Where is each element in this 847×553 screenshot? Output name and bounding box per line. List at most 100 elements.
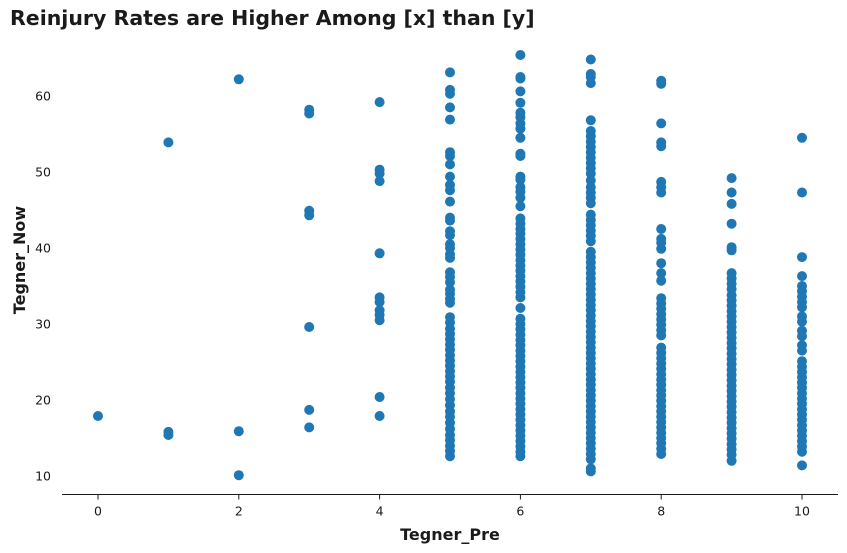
- y-tick-label: 30: [35, 317, 51, 332]
- x-tick-label: 8: [657, 504, 665, 519]
- data-point: [585, 454, 596, 465]
- x-axis-ticks: 0 2 4 6 8 10: [94, 494, 810, 519]
- data-point: [515, 192, 526, 203]
- data-point: [374, 392, 385, 402]
- data-point: [445, 196, 455, 207]
- data-point: [726, 455, 737, 466]
- data-point: [304, 322, 315, 332]
- data-point: [797, 316, 807, 327]
- data-point: [374, 248, 385, 259]
- data-point: [515, 97, 526, 108]
- data-point: [304, 422, 315, 433]
- chart-title: Reinjury Rates are Higher Among [x] than…: [10, 6, 535, 30]
- data-point: [726, 187, 737, 198]
- data-point: [515, 201, 526, 212]
- x-tick-label: 6: [516, 504, 524, 519]
- data-point: [656, 268, 667, 279]
- data-point: [585, 466, 596, 477]
- data-point: [445, 88, 455, 99]
- data-point: [515, 73, 526, 84]
- x-tick-label: 2: [235, 504, 243, 519]
- data-point: [445, 297, 455, 308]
- data-point: [445, 230, 455, 241]
- data-point: [656, 243, 667, 254]
- data-point: [585, 198, 596, 209]
- data-point: [656, 224, 667, 234]
- data-point: [93, 411, 103, 421]
- x-tick-label: 10: [794, 504, 810, 519]
- data-point: [656, 449, 667, 459]
- data-point: [515, 86, 526, 97]
- x-tick-label: 0: [94, 504, 102, 519]
- data-point: [585, 236, 596, 247]
- data-point: [656, 275, 667, 286]
- data-point: [726, 198, 737, 209]
- data-point: [515, 132, 526, 143]
- data-point: [445, 185, 455, 196]
- data-point: [374, 411, 385, 421]
- data-point: [374, 297, 385, 307]
- data-point: [656, 118, 667, 129]
- data-point: [445, 151, 455, 161]
- data-point: [797, 302, 807, 313]
- y-tick-label: 40: [35, 241, 51, 256]
- data-point: [445, 277, 455, 288]
- data-point: [797, 460, 807, 471]
- data-point: [304, 404, 315, 415]
- y-tick-label: 10: [35, 469, 51, 484]
- data-point: [585, 54, 596, 65]
- data-points: [93, 50, 807, 481]
- y-tick-label: 50: [35, 165, 51, 180]
- data-point: [445, 159, 455, 170]
- data-point: [374, 168, 385, 179]
- y-axis-label: Tegner_Now: [10, 206, 29, 315]
- data-point: [304, 210, 315, 221]
- data-point: [233, 74, 244, 85]
- y-tick-label: 60: [35, 89, 51, 104]
- x-axis-label: Tegner_Pre: [400, 525, 500, 544]
- data-point: [515, 451, 526, 462]
- data-point: [656, 330, 667, 341]
- data-point: [304, 108, 315, 119]
- data-point: [515, 151, 526, 161]
- data-point: [656, 78, 667, 89]
- data-point: [797, 446, 807, 457]
- data-point: [374, 176, 385, 187]
- data-point: [585, 78, 596, 89]
- data-point: [445, 114, 455, 125]
- y-tick-label: 20: [35, 393, 51, 408]
- data-point: [797, 271, 807, 282]
- data-point: [515, 303, 526, 313]
- data-point: [797, 252, 807, 263]
- x-tick-label: 4: [376, 504, 384, 519]
- data-point: [515, 174, 526, 185]
- data-point: [656, 258, 667, 269]
- data-point: [515, 50, 526, 60]
- data-point: [656, 187, 667, 198]
- y-axis-ticks: 10 20 30 40 50 60: [35, 89, 51, 484]
- data-point: [374, 97, 385, 108]
- data-point: [797, 345, 807, 356]
- data-point: [445, 451, 455, 462]
- data-point: [726, 173, 737, 184]
- data-point: [163, 137, 174, 148]
- data-point: [515, 292, 526, 303]
- data-point: [585, 168, 596, 179]
- data-point: [374, 315, 385, 326]
- data-point: [585, 115, 596, 126]
- data-point: [233, 426, 244, 437]
- data-point: [797, 132, 807, 143]
- data-point: [797, 187, 807, 198]
- data-point: [656, 141, 667, 152]
- data-point: [726, 218, 737, 229]
- data-point: [233, 470, 244, 481]
- data-point: [445, 171, 455, 182]
- data-point: [445, 252, 455, 263]
- data-point: [445, 67, 455, 78]
- data-point: [445, 215, 455, 226]
- data-point: [797, 331, 807, 342]
- data-point: [445, 102, 455, 113]
- data-point: [726, 245, 737, 256]
